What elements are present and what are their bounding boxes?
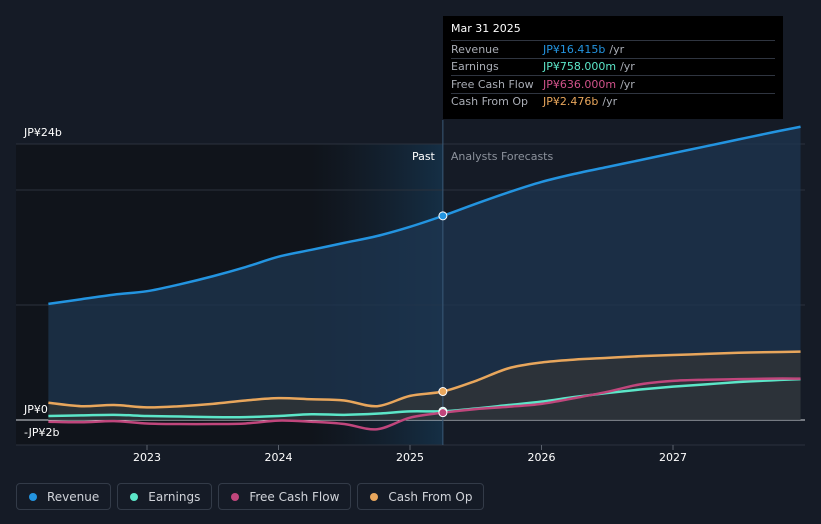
- earnings-line: [48, 377, 801, 419]
- legend-item-cash-from-op[interactable]: Cash From Op: [357, 483, 485, 510]
- cash-from-op-dot-icon: [370, 492, 379, 501]
- revenue-dot-icon: [29, 492, 37, 501]
- x-tick-label: 2023: [133, 451, 161, 464]
- x-tick-label: 2025: [396, 451, 424, 464]
- legend: Revenue Earnings Free Cash Flow Cash Fro…: [16, 483, 485, 510]
- tooltip-label: Earnings: [451, 60, 499, 74]
- tooltip-value: JP¥758.000m: [543, 60, 617, 74]
- tooltip-label: Revenue: [451, 42, 499, 56]
- revenue-area: [48, 126, 801, 420]
- tooltip-unit: /yr: [620, 60, 635, 74]
- past-label: Past: [412, 150, 436, 163]
- tooltip-row-revenue: Revenue JP¥16.415b /yr: [451, 40, 775, 58]
- free-cash-flow-marker: [438, 408, 448, 418]
- legend-item-revenue[interactable]: Revenue: [16, 483, 112, 510]
- series-fills: [48, 126, 801, 420]
- tooltip-unit: /yr: [609, 42, 625, 56]
- tooltip-label: Cash From Op: [451, 95, 529, 109]
- tooltip: Mar 31 2025 Revenue JP¥16.415b /yr Earni…: [443, 16, 783, 119]
- legend-label: Earnings: [148, 489, 201, 504]
- earnings-dot-icon: [130, 492, 139, 501]
- tooltip-value: JP¥636.000m: [543, 77, 617, 91]
- y-axis-label-negative: -JP¥2b: [24, 426, 59, 439]
- x-axis-ticks: 2023 2024 2025 2026 2027: [133, 445, 687, 464]
- tooltip-row-free-cash-flow: Free Cash Flow JP¥636.000m /yr: [451, 75, 775, 93]
- forecast-label: Analysts Forecasts: [451, 150, 554, 163]
- y-axis-label-top: JP¥24b: [23, 126, 62, 139]
- series-lines: [48, 125, 801, 431]
- revenue-marker: [438, 211, 448, 221]
- series-markers: [438, 211, 448, 418]
- cash-from-op-area: [48, 351, 801, 420]
- cash-from-op-line: [48, 350, 801, 409]
- tooltip-value: JP¥2.476b: [543, 95, 599, 109]
- legend-item-earnings[interactable]: Earnings: [117, 483, 213, 510]
- tooltip-row-earnings: Earnings JP¥758.000m /yr: [451, 57, 775, 76]
- tooltip-value: JP¥16.415b: [543, 42, 606, 56]
- free-cash-flow-dot-icon: [231, 492, 240, 501]
- tooltip-label: Free Cash Flow: [451, 77, 534, 91]
- revenue-line: [48, 125, 801, 306]
- legend-label: Free Cash Flow: [249, 489, 340, 504]
- legend-label: Revenue: [47, 489, 100, 504]
- legend-label: Cash From Op: [388, 489, 473, 504]
- tooltip-unit: /yr: [620, 77, 635, 91]
- x-tick-label: 2024: [265, 451, 293, 464]
- legend-item-free-cash-flow[interactable]: Free Cash Flow: [218, 483, 352, 510]
- free-cash-flow-line: [48, 377, 801, 431]
- x-tick-label: 2027: [659, 451, 687, 464]
- x-tick-label: 2026: [528, 451, 556, 464]
- cash-from-op-marker: [438, 387, 448, 397]
- tooltip-date: Mar 31 2025: [451, 22, 521, 35]
- tooltip-row-cash-from-op: Cash From Op JP¥2.476b /yr: [451, 92, 775, 111]
- tooltip-unit: /yr: [602, 95, 618, 109]
- y-axis-label-zero: JP¥0: [23, 403, 48, 416]
